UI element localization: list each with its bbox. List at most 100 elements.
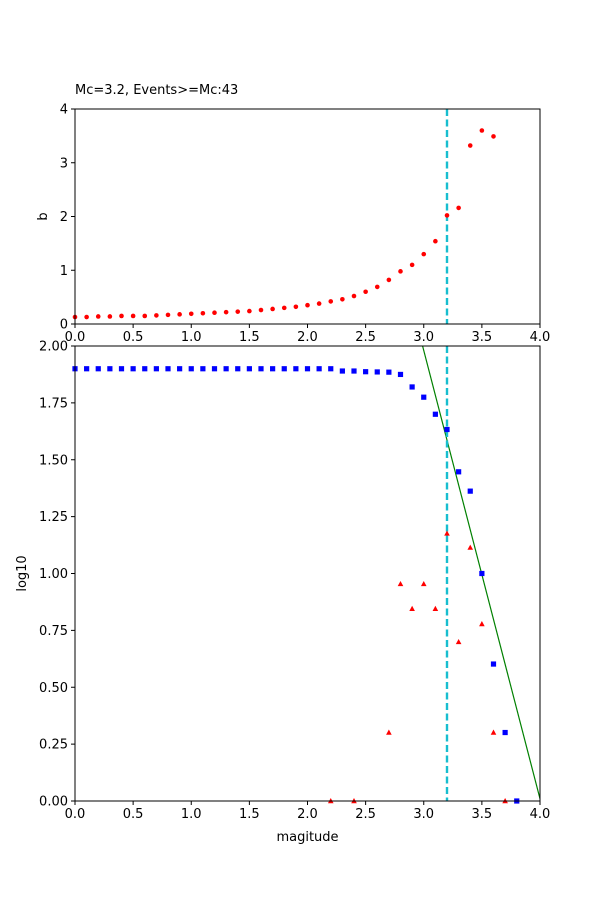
b-value-point — [177, 312, 182, 317]
top-y-tick-label: 0 — [60, 318, 68, 333]
incremental-count-point — [455, 638, 462, 645]
incremental-count-point — [432, 605, 439, 611]
b-value-point — [258, 307, 264, 313]
b-value-point — [119, 313, 124, 319]
cumulative-count-point — [130, 366, 136, 372]
top-x-tick-label: 0.0 — [65, 330, 86, 345]
b-value-point — [386, 277, 392, 283]
cumulative-count-point — [351, 368, 357, 374]
b-value-point — [293, 304, 299, 310]
cumulative-count-point — [142, 366, 148, 372]
cumulative-count-point — [409, 384, 415, 390]
b-value-point — [270, 306, 275, 312]
top-y-tick-label: 4 — [60, 103, 68, 118]
cumulative-count-point — [339, 368, 345, 374]
b-value-point — [316, 301, 322, 306]
bottom-y-tick-label: 1.25 — [39, 510, 68, 525]
bottom-x-tick-label: 3.0 — [413, 807, 434, 822]
cumulative-count-point — [304, 366, 311, 372]
cumulative-count-point — [316, 366, 322, 372]
bottom-x-tick-label: 1.0 — [181, 807, 202, 822]
bottom-y-axis-label: log10 — [15, 555, 30, 591]
cumulative-count-point — [386, 369, 392, 375]
cumulative-count-point — [153, 366, 159, 372]
top-panel-title: Mc=3.2, Events>=Mc:43 — [75, 83, 238, 98]
b-value-point — [374, 284, 380, 290]
bottom-x-tick-label: 3.5 — [472, 807, 493, 822]
cumulative-count-point — [444, 426, 450, 433]
b-value-point — [235, 309, 241, 314]
cumulative-count-point — [421, 394, 427, 400]
cumulative-count-point — [467, 488, 473, 494]
b-value-point — [130, 313, 136, 319]
cumulative-count-point — [95, 366, 101, 372]
top-x-tick-label: 0.5 — [123, 330, 144, 345]
cumulative-count-point — [177, 366, 183, 372]
b-value-point — [107, 314, 113, 319]
bottom-y-tick-label: 2.00 — [39, 340, 68, 355]
incremental-count-point — [479, 621, 485, 627]
top-y-tick-label: 3 — [60, 156, 68, 171]
incremental-count-point — [444, 530, 450, 536]
cumulative-count-point — [432, 411, 438, 417]
cumulative-count-point — [223, 366, 229, 372]
top-x-tick-label: 1.0 — [181, 330, 202, 345]
b-value-point — [281, 305, 287, 311]
top-x-tick-label: 4.0 — [530, 330, 551, 345]
bottom-x-axis-label: magitude — [276, 830, 338, 845]
b-value-point — [305, 302, 310, 308]
b-value-point — [165, 312, 171, 318]
bottom-x-tick-label: 1.5 — [239, 807, 260, 822]
b-value-point — [142, 313, 148, 319]
bottom-y-tick-label: 1.50 — [39, 453, 68, 468]
cumulative-count-point — [235, 366, 241, 372]
cumulative-count-point — [258, 366, 264, 372]
cumulative-count-point — [246, 366, 252, 372]
bottom-x-tick-label: 4.0 — [530, 807, 551, 822]
incremental-count-point — [397, 580, 404, 587]
bottom-x-tick-label: 2.5 — [355, 807, 376, 822]
top-x-tick-label: 2.0 — [297, 330, 318, 345]
b-value-point — [479, 128, 485, 133]
b-value-point — [351, 293, 357, 299]
top-x-tick-label: 2.5 — [355, 330, 376, 345]
b-value-point — [491, 134, 496, 139]
incremental-count-point — [467, 544, 474, 550]
b-value-point — [84, 314, 89, 320]
top-y-tick-label: 1 — [60, 264, 68, 279]
cumulative-count-point — [165, 366, 171, 372]
b-value-point — [154, 313, 159, 318]
cumulative-count-point — [281, 366, 287, 372]
b-value-point — [247, 308, 252, 314]
cumulative-count-point — [293, 366, 299, 372]
cumulative-count-point — [211, 366, 218, 372]
incremental-count-point — [490, 729, 497, 735]
cumulative-count-point — [200, 366, 206, 372]
cumulative-count-point — [397, 371, 404, 378]
bottom-y-tick-label: 0.75 — [39, 624, 68, 639]
b-value-panel: Mc=3.2, Events>=Mc:43 0.0 0.5 1.0 1.5 2.0 2.5… — [36, 83, 550, 345]
b-value-point — [467, 143, 473, 148]
incremental-count-point — [386, 729, 392, 735]
incremental-count-point — [420, 580, 427, 587]
cumulative-count-point — [270, 366, 276, 372]
top-x-tick-label: 3.5 — [472, 330, 493, 345]
bottom-y-tick-label: 1.00 — [39, 567, 68, 582]
cumulative-count-point — [374, 369, 380, 375]
bottom-x-tick-label: 0.5 — [123, 807, 144, 822]
top-x-tick-label: 3.0 — [413, 330, 434, 345]
cumulative-count-point — [188, 366, 194, 372]
b-value-point — [340, 296, 345, 302]
top-y-axis-label: b — [36, 212, 51, 220]
cumulative-count-point — [456, 469, 462, 475]
b-value-point — [212, 310, 217, 316]
bottom-x-tick-label: 2.0 — [297, 807, 318, 822]
b-value-point — [328, 299, 334, 304]
bottom-y-tick-label: 0.00 — [39, 795, 68, 810]
b-value-point — [188, 311, 194, 317]
incremental-count-point — [409, 605, 415, 611]
cumulative-count-point — [502, 729, 508, 736]
b-value-point — [456, 205, 461, 211]
b-value-point — [409, 262, 415, 268]
